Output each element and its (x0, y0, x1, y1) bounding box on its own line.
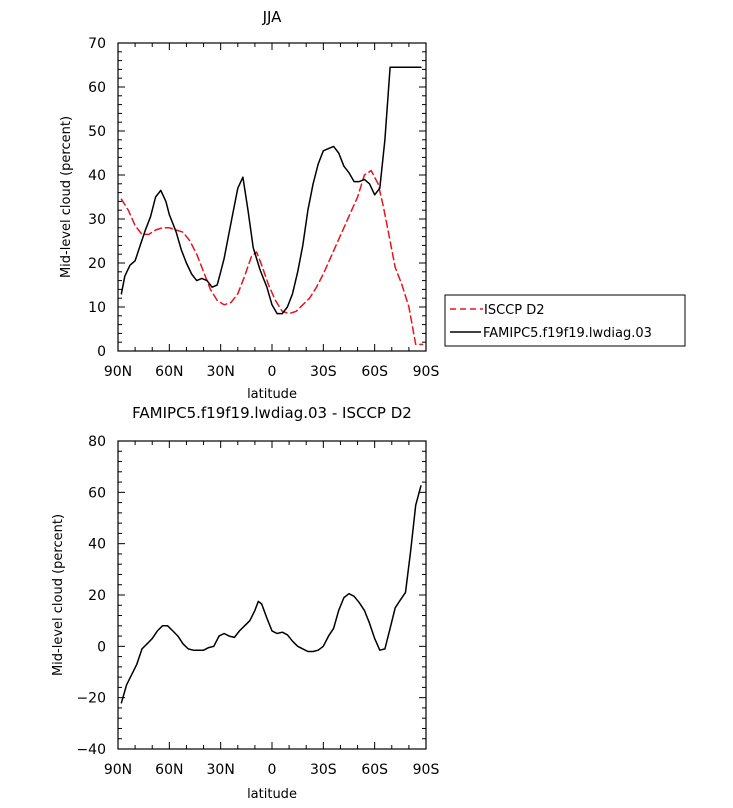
chart-title: FAMIPC5.f19f19.lwdiag.03 - ISCCP D2 (132, 404, 412, 422)
y-tick-label: 60 (88, 485, 106, 501)
y-tick-label: 50 (88, 124, 106, 140)
x-tick-labels: 90N 60N 30N 0 30S 60S 90S (104, 364, 440, 380)
bottom-chart: FAMIPC5.f19f19.lwdiag.03 - ISCCP D2 90N 6… (51, 404, 439, 802)
x-tick-label: 90N (104, 762, 132, 778)
x-axis-title: latitude (247, 387, 297, 402)
y-axis-title: Mid-level cloud (percent) (59, 116, 74, 278)
y-tick-labels: 0 10 20 30 40 50 60 70 (88, 36, 106, 360)
series-line-1 (120, 169, 424, 346)
y-tick-label: 60 (88, 80, 106, 96)
x-tick-label: 90N (104, 364, 132, 380)
x-tick-label: 30N (207, 364, 235, 380)
series-layer (120, 485, 422, 704)
top-chart: JJA 90N 60N 30N 0 30S 60S 90S 010203040506070 … (59, 8, 686, 402)
x-tick-label: 60N (155, 762, 183, 778)
x-tick-label: 90S (413, 762, 440, 778)
x-tick-label: 60N (155, 364, 183, 380)
y-tick-label: 70 (88, 36, 106, 52)
x-tick-labels: 90N 60N 30N 0 30S 60S 90S (104, 762, 440, 778)
legend: ISCCP D2 FAMIPC5.f19f19.lwdiag.03 (444, 294, 686, 347)
y-tick-label: 40 (88, 168, 106, 184)
series-layer (120, 66, 424, 346)
x-tick-label: 30N (207, 762, 235, 778)
y-tick-label: 0 (97, 639, 106, 655)
y-tick-label: 80 (88, 434, 106, 450)
legend-box (444, 294, 686, 347)
y-tick-label: 20 (88, 588, 106, 604)
x-tick-label: 90S (413, 364, 440, 380)
x-tick-label: 0 (268, 762, 277, 778)
chart-title: JJA (262, 8, 283, 26)
y-tick-label: 30 (88, 212, 106, 228)
y-tick-label: 20 (88, 256, 106, 272)
x-tick-label: 60S (361, 762, 388, 778)
x-tick-label: 30S (310, 762, 337, 778)
y-axis-title: Mid-level cloud (percent) (51, 514, 66, 676)
plot-frame (117, 440, 427, 750)
y-tick-labels: −40 −20 0 20 40 60 80 (76, 434, 106, 758)
legend-label-famipc5: FAMIPC5.f19f19.lwdiag.03 (483, 326, 652, 341)
x-tick-label: 30S (310, 364, 337, 380)
y-tick-label: −40 (76, 742, 106, 758)
y-tick-label: 40 (88, 537, 106, 553)
series-line-1 (120, 485, 422, 704)
y-tick-label: 10 (88, 300, 106, 316)
plot-frame (117, 42, 427, 352)
x-tick-label: 0 (268, 364, 277, 380)
y-tick-label: 0 (97, 344, 106, 360)
x-tick-label: 60S (361, 364, 388, 380)
y-tick-label: −20 (76, 691, 106, 707)
x-axis-title: latitude (247, 787, 297, 802)
tick-marks (117, 440, 427, 750)
series-line-2 (120, 66, 422, 315)
legend-label-isccp: ISCCP D2 (484, 303, 545, 318)
